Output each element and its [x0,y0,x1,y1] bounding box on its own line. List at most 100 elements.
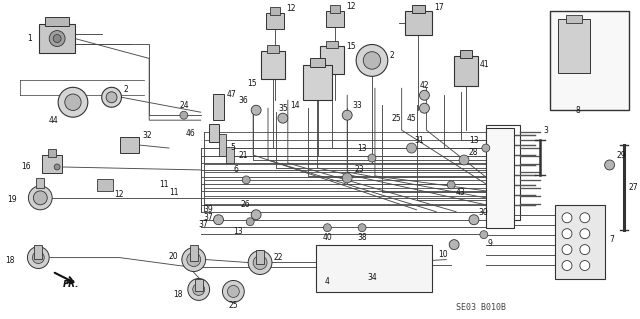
Text: 13: 13 [234,227,243,236]
Bar [550,11,629,110]
Bar [261,51,285,79]
Text: 15: 15 [346,42,356,51]
Text: 12: 12 [286,4,295,13]
Text: 9: 9 [488,239,493,248]
Bar [566,15,582,23]
Circle shape [419,90,429,100]
Circle shape [214,215,223,225]
Bar [454,56,478,86]
Text: 14: 14 [290,101,300,110]
Text: 26: 26 [241,200,250,209]
Circle shape [580,245,590,255]
Text: 21: 21 [238,151,248,160]
Text: 28: 28 [468,147,477,157]
Text: 46: 46 [186,129,196,137]
Circle shape [58,87,88,117]
Circle shape [342,173,352,183]
Circle shape [65,94,81,110]
Circle shape [253,256,267,270]
Bar [212,94,225,120]
Circle shape [248,251,272,274]
Bar [42,155,62,173]
Circle shape [580,261,590,271]
Bar [555,205,605,279]
Text: 18: 18 [173,290,183,299]
Bar [97,179,113,191]
Circle shape [562,229,572,239]
Text: 41: 41 [480,60,490,69]
Circle shape [278,113,288,123]
Text: 16: 16 [20,162,30,172]
Circle shape [251,105,261,115]
Circle shape [180,111,188,119]
Circle shape [358,224,366,232]
Bar [48,149,56,157]
Text: 38: 38 [357,233,367,242]
Text: 37: 37 [204,213,214,222]
Text: 29: 29 [616,151,626,160]
Circle shape [482,144,490,152]
Bar [326,11,344,26]
Bar [310,58,325,67]
Bar [460,50,472,58]
Circle shape [227,286,239,297]
Text: 10: 10 [438,250,448,259]
Text: 19: 19 [7,195,17,204]
Circle shape [580,229,590,239]
Bar [412,5,426,13]
Bar [330,5,340,13]
Text: 22: 22 [274,253,284,262]
Circle shape [28,247,49,269]
Circle shape [54,164,60,170]
Bar [486,125,520,220]
Circle shape [605,160,614,170]
Text: 34: 34 [367,273,377,282]
Circle shape [323,224,332,232]
Circle shape [182,248,205,271]
Circle shape [223,280,244,302]
Text: 12: 12 [115,190,124,199]
Text: 25: 25 [228,301,238,310]
Text: SE03 B010B: SE03 B010B [456,303,506,312]
Circle shape [469,215,479,225]
Circle shape [53,34,61,42]
Bar [120,137,140,153]
Bar [270,7,280,15]
Circle shape [251,210,261,220]
Circle shape [480,231,488,239]
Text: 7: 7 [609,235,614,244]
Text: 5: 5 [230,143,236,152]
Bar [227,147,234,163]
Circle shape [449,240,459,249]
Circle shape [356,45,388,76]
Text: 20: 20 [168,252,178,261]
Text: 45: 45 [407,114,417,123]
Text: 43: 43 [456,188,466,197]
Text: 31: 31 [415,136,424,145]
Circle shape [364,52,381,69]
Bar [209,124,218,142]
Text: 25: 25 [392,114,401,123]
Text: 6: 6 [234,166,238,174]
Text: 11: 11 [169,188,179,197]
Text: 13: 13 [357,144,367,152]
Text: 24: 24 [179,101,189,110]
Text: 32: 32 [142,130,152,140]
Circle shape [188,278,209,300]
Circle shape [28,186,52,210]
Bar [45,17,69,26]
Bar [36,178,44,188]
Text: 37: 37 [199,220,209,229]
Circle shape [459,155,469,165]
Bar [404,11,433,34]
Circle shape [187,253,201,267]
Text: 42: 42 [420,81,429,90]
Bar [266,13,284,29]
Bar [326,41,339,48]
Text: FR.: FR. [63,280,79,289]
Text: 1: 1 [28,34,33,43]
Circle shape [193,284,205,295]
Text: 47: 47 [227,90,236,99]
Text: 44: 44 [48,116,58,125]
Bar [190,245,198,261]
